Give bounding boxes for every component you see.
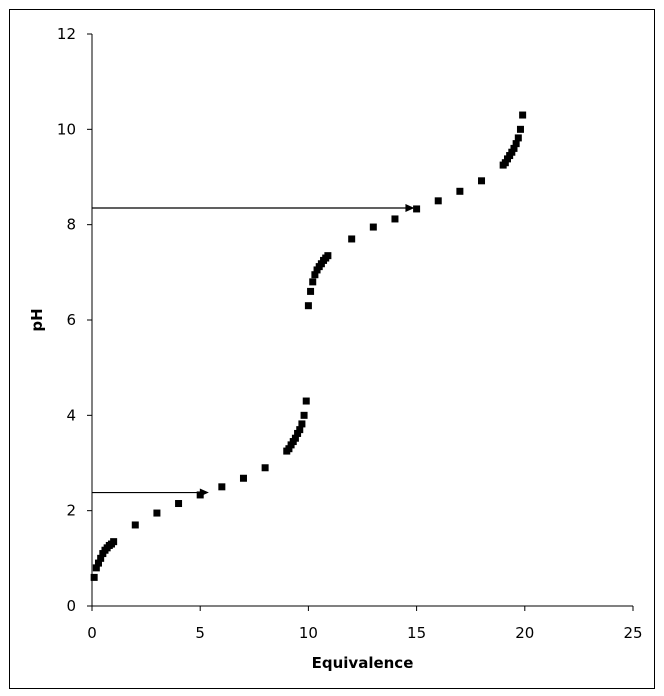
data-point [501, 159, 509, 167]
data-point [348, 235, 356, 243]
data-point [218, 483, 226, 491]
y-ticks: 0 2 4 6 8 10 12 [57, 25, 92, 615]
x-tick-label: 20 [515, 624, 534, 642]
data-point [512, 140, 520, 148]
data-point [285, 445, 293, 453]
data-point [97, 554, 105, 562]
data-point [196, 491, 204, 499]
data-point [302, 397, 310, 405]
annotation-arrow-head [405, 203, 415, 212]
x-tick-label: 0 [87, 624, 97, 642]
data-point [514, 134, 522, 142]
y-tick-label: 8 [66, 216, 76, 234]
data-point [300, 411, 308, 419]
data-point [153, 509, 161, 517]
y-tick-label: 12 [57, 25, 76, 43]
chart-frame [9, 9, 655, 689]
data-point [131, 521, 139, 529]
data-point [413, 205, 421, 213]
y-tick-label: 0 [66, 597, 76, 615]
data-point [304, 302, 312, 310]
data-point [94, 559, 102, 567]
data-point [516, 125, 524, 133]
y-tick-label: 10 [57, 120, 76, 138]
data-point [175, 500, 183, 508]
data-point [307, 287, 315, 295]
data-point [434, 197, 442, 205]
data-point [478, 177, 486, 185]
data-point [510, 144, 518, 152]
data-point [298, 420, 306, 428]
x-tick-label: 15 [407, 624, 426, 642]
y-tick-label: 6 [66, 311, 76, 329]
x-tick-label: 5 [195, 624, 205, 642]
data-point [294, 429, 302, 437]
data-point [92, 564, 100, 572]
data-point [296, 426, 304, 434]
data-point [239, 474, 247, 482]
data-point [309, 278, 317, 286]
y-axis-label: pH [28, 308, 46, 331]
data-point [391, 215, 399, 223]
annotations [91, 203, 415, 497]
data-point [311, 271, 319, 279]
data-point [110, 538, 118, 546]
y-tick-label: 4 [66, 406, 76, 424]
y-tick-label: 2 [66, 502, 76, 520]
data-point [291, 434, 299, 442]
x-ticks: 0 5 10 15 20 25 [87, 606, 643, 642]
axes [91, 34, 633, 607]
x-tick-label: 10 [299, 624, 318, 642]
data-point [261, 464, 269, 472]
x-tick-label: 25 [623, 624, 642, 642]
data-points [90, 111, 527, 581]
x-axis-label: Equivalence [312, 654, 414, 672]
data-point [90, 573, 98, 581]
data-point [369, 223, 377, 231]
data-point [456, 187, 464, 195]
data-point [324, 252, 332, 260]
data-point [519, 111, 527, 119]
data-point [508, 148, 516, 156]
